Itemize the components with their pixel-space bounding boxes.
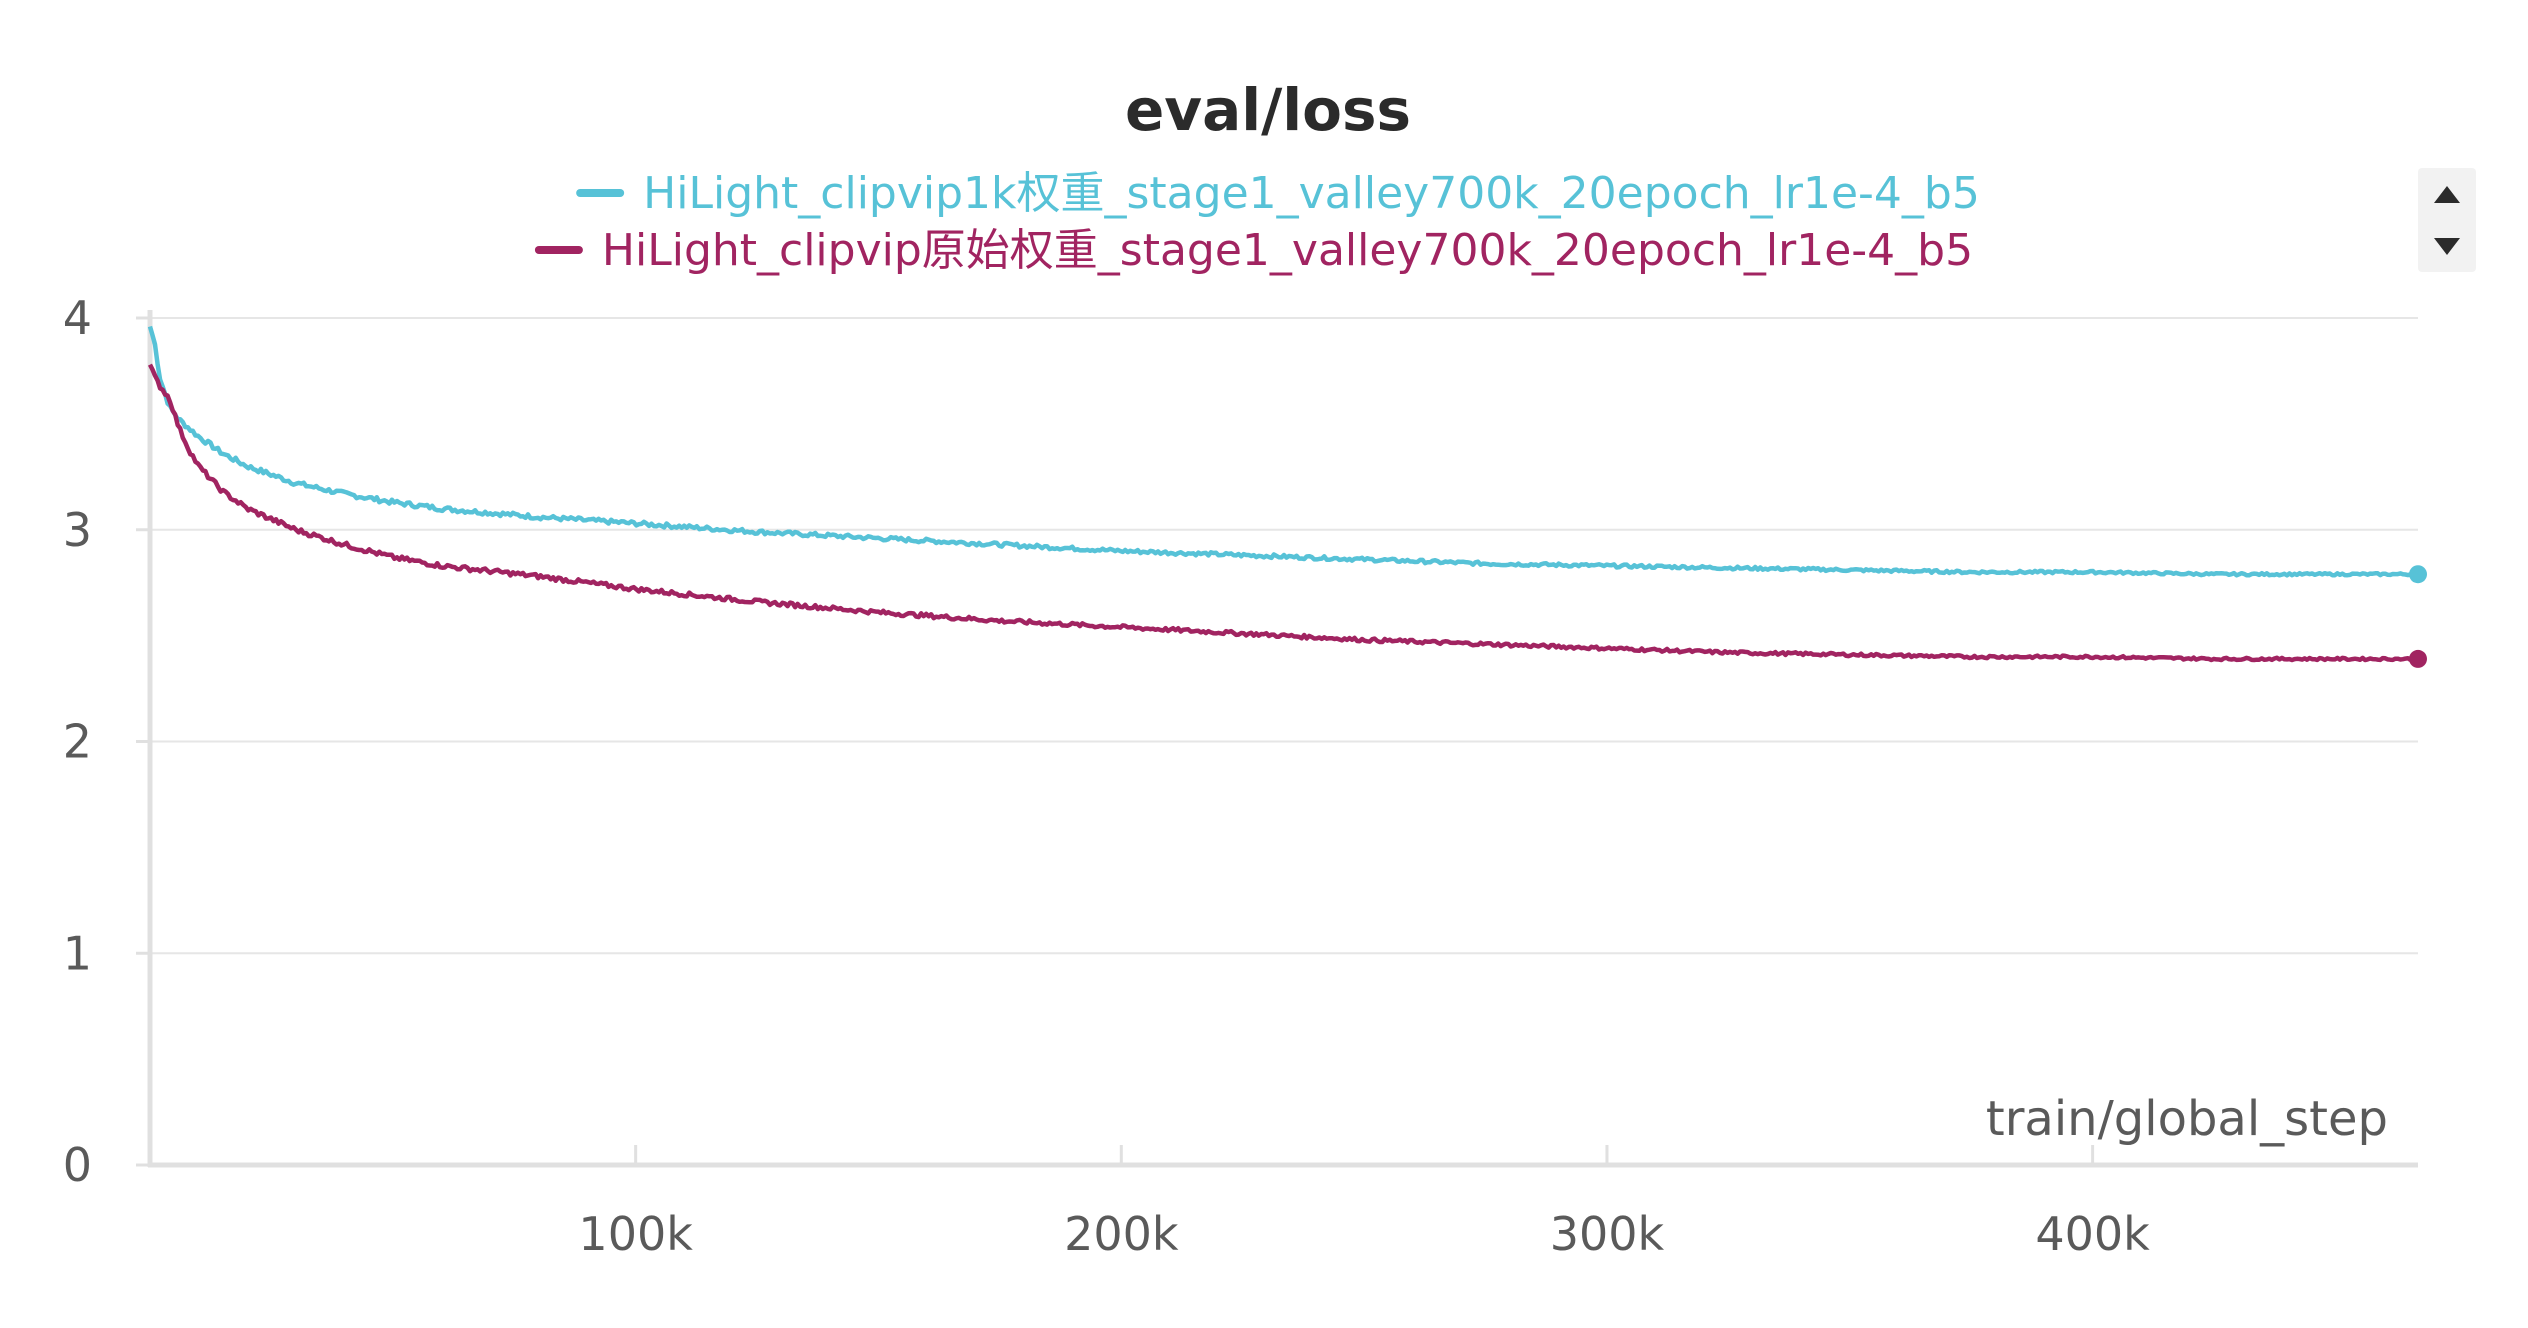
x-tick-label: 200k [1064, 1207, 1179, 1261]
chart-title: eval/loss [1125, 76, 1411, 144]
triangle-up-icon [2434, 185, 2460, 203]
legend-scroll-up-button[interactable] [2418, 168, 2476, 220]
legend-label-2: HiLight_clipvip原始权重_stage1_valley700k_20… [602, 225, 1973, 276]
y-tick-label: 2 [63, 715, 92, 769]
series-end-marker-2 [2409, 649, 2427, 668]
series-line-2 [147, 363, 2419, 663]
x-tick-label: 100k [578, 1207, 693, 1261]
legend-scroll-down-button[interactable] [2418, 220, 2476, 272]
x-axis-ticks: 100k 200k 300k 400k [578, 1145, 2150, 1261]
x-axis-title: train/global_step [1986, 1091, 2388, 1147]
x-tick-label: 400k [2035, 1207, 2150, 1261]
x-tick-label: 300k [1550, 1207, 1665, 1261]
legend-label-1: HiLight_clipvip1k权重_stage1_valley700k_20… [643, 168, 1980, 219]
axes [147, 310, 2418, 1168]
series-end-marker-1 [2409, 565, 2427, 584]
y-axis-ticks: 0 1 2 3 4 [63, 291, 150, 1192]
series-group [147, 325, 2427, 668]
y-tick-label: 4 [63, 291, 92, 345]
y-tick-label: 3 [63, 503, 92, 557]
triangle-down-icon [2434, 237, 2460, 255]
gridlines [150, 317, 2418, 955]
series-line-1 [147, 325, 2419, 578]
y-tick-label: 1 [63, 926, 92, 980]
y-tick-label: 0 [63, 1138, 92, 1192]
legend: HiLight_clipvip1k权重_stage1_valley700k_20… [534, 168, 1980, 276]
legend-scroll-control [2418, 168, 2476, 272]
